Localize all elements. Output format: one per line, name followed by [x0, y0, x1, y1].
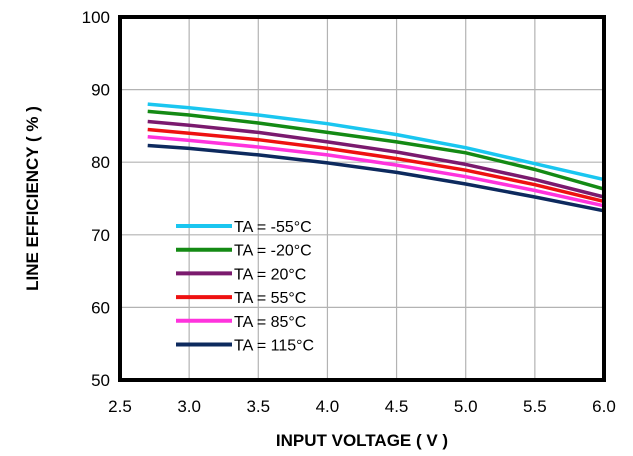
y-tick-label: 90 — [91, 81, 110, 100]
legend-item: TA = -20°C — [176, 243, 312, 260]
plot-frame — [118, 15, 606, 382]
x-tick-label: 4.0 — [316, 397, 340, 416]
legend-label: TA = 85°C — [234, 314, 306, 331]
series-line — [147, 143, 605, 213]
x-tick-label: 2.5 — [108, 397, 132, 416]
series-line — [147, 109, 605, 191]
x-tick-label: 5.5 — [523, 397, 547, 416]
legend-label: TA = 115°C — [234, 338, 314, 355]
x-tick-label: 4.5 — [385, 397, 409, 416]
y-tick-label: 100 — [82, 8, 110, 27]
x-tick-label: 3.0 — [177, 397, 201, 416]
series-line — [147, 127, 605, 204]
grid — [119, 16, 605, 381]
legend-item: TA = 20°C — [176, 266, 306, 283]
series-line — [147, 119, 605, 199]
series-line — [147, 135, 605, 208]
series-lines — [147, 102, 605, 213]
legend: TA = -55°C TA = -20°C TA = 20°C TA = 55°C TA… — [176, 219, 314, 355]
y-tick-label: 80 — [91, 153, 110, 172]
tick-labels: 2.5 3.0 3.5 4.0 4.5 5.0 5.5 6.0 50 60 70 80 90 100 — [82, 8, 616, 416]
y-tick-label: 60 — [91, 298, 110, 317]
legend-item: TA = 115°C — [176, 338, 314, 355]
series-line — [147, 102, 605, 182]
legend-item: TA = 55°C — [176, 290, 306, 307]
x-axis-title: INPUT VOLTAGE ( V ) — [276, 431, 448, 450]
legend-label: TA = 20°C — [234, 266, 306, 283]
legend-label: TA = -55°C — [234, 219, 312, 236]
x-tick-label: 3.5 — [246, 397, 270, 416]
legend-label: TA = 55°C — [234, 290, 306, 307]
legend-label: TA = -20°C — [234, 243, 312, 260]
y-axis-title: LINE EFFICIENCY ( % ) — [23, 106, 42, 291]
legend-item: TA = 85°C — [176, 314, 306, 331]
x-tick-label: 6.0 — [592, 397, 616, 416]
y-tick-label: 70 — [91, 226, 110, 245]
y-tick-label: 50 — [91, 371, 110, 390]
x-tick-label: 5.0 — [454, 397, 478, 416]
legend-item: TA = -55°C — [176, 219, 312, 236]
